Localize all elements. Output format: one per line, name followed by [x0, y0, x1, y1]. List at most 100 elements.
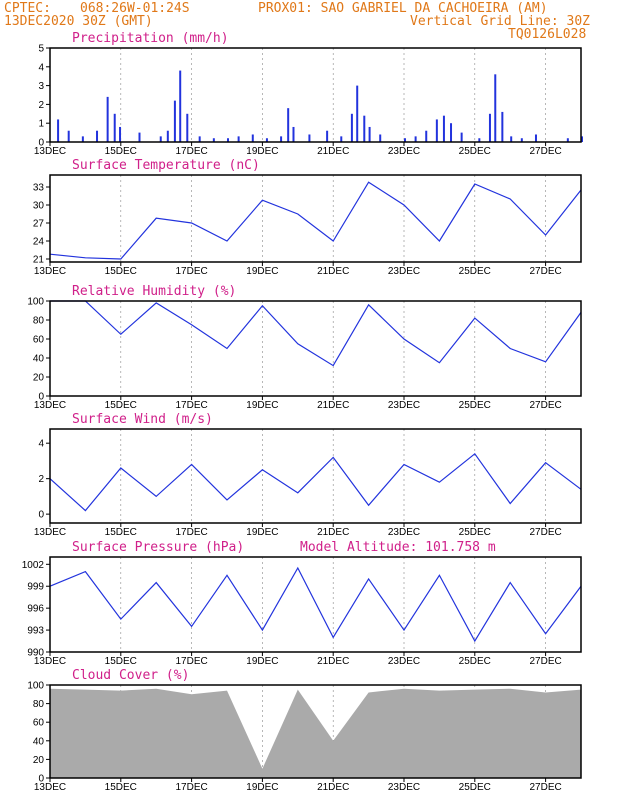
precip-bar	[520, 138, 523, 142]
y-tick-label: 996	[27, 604, 44, 615]
y-tick-label: 40	[33, 736, 45, 747]
precip-bar	[501, 111, 504, 142]
x-tick-label: 21DEC	[317, 400, 349, 411]
precip-bar	[326, 130, 329, 142]
precip-bar	[265, 138, 268, 142]
precip-bar	[81, 136, 84, 142]
precip-bar	[340, 136, 343, 142]
series-line	[49, 181, 582, 260]
y-tick-label: 0	[38, 510, 44, 521]
y-tick-label: 60	[33, 335, 45, 346]
x-tick-label: 27DEC	[529, 146, 561, 157]
panel-title: Cloud Cover (%)	[72, 668, 189, 683]
precip-bar	[368, 126, 371, 142]
precip-bar	[173, 100, 176, 142]
x-tick-label: 13DEC	[34, 400, 66, 411]
panel-frame	[49, 684, 582, 779]
x-tick-label: 27DEC	[529, 527, 561, 538]
y-tick-label: 993	[27, 626, 44, 637]
x-tick-label: 27DEC	[529, 400, 561, 411]
precip-bar	[287, 108, 290, 142]
x-tick-label: 13DEC	[34, 266, 66, 277]
panel-title: Surface Temperature (nC)	[72, 158, 260, 173]
x-tick-label: 21DEC	[317, 527, 349, 538]
panel-title: Relative Humidity (%)	[72, 284, 236, 299]
x-tick-label: 17DEC	[175, 266, 207, 277]
y-tick-label: 20	[33, 373, 45, 384]
precip-bar	[280, 136, 283, 142]
y-tick-label: 33	[33, 183, 45, 194]
x-tick-label: 23DEC	[388, 266, 420, 277]
precip-bar	[212, 138, 215, 142]
y-tick-label: 100	[27, 681, 44, 692]
x-tick-label: 13DEC	[34, 146, 66, 157]
x-tick-label: 27DEC	[529, 266, 561, 277]
precip-bar	[356, 85, 359, 142]
x-tick-label: 19DEC	[246, 782, 278, 793]
precip-bar	[308, 134, 311, 142]
y-tick-label: 5	[38, 44, 44, 55]
x-tick-label: 17DEC	[175, 146, 207, 157]
x-tick-label: 21DEC	[317, 782, 349, 793]
precip-bar	[442, 115, 445, 142]
panel-frame	[49, 556, 582, 653]
series-line	[49, 566, 582, 643]
x-tick-label: 15DEC	[105, 782, 137, 793]
header-date: 13DEC2020 30Z (GMT)	[4, 14, 153, 29]
y-tick-label: 3	[38, 81, 44, 92]
x-tick-label: 19DEC	[246, 400, 278, 411]
y-tick-label: 80	[33, 699, 45, 710]
x-tick-label: 21DEC	[317, 146, 349, 157]
precip-bar	[237, 136, 240, 142]
x-tick-label: 13DEC	[34, 782, 66, 793]
header-location: PROX01: SAO GABRIEL DA CACHOEIRA (AM)	[258, 1, 548, 16]
y-tick-label: 0	[38, 774, 44, 785]
x-tick-label: 15DEC	[105, 146, 137, 157]
panel-frame	[49, 47, 582, 143]
x-tick-label: 19DEC	[246, 146, 278, 157]
precip-bar	[534, 134, 537, 142]
series-line	[49, 452, 582, 512]
precip-bar	[106, 96, 109, 142]
y-tick-label: 4	[38, 62, 44, 73]
y-tick-label: 2	[38, 474, 44, 485]
precip-bar	[566, 138, 569, 142]
precip-bar	[166, 130, 169, 142]
precip-bar	[478, 138, 481, 142]
x-tick-label: 25DEC	[459, 266, 491, 277]
panel-title: Surface Pressure (hPa)	[72, 540, 244, 555]
x-tick-label: 13DEC	[34, 527, 66, 538]
x-tick-label: 17DEC	[175, 527, 207, 538]
precip-bar	[435, 119, 438, 142]
panel-title: Surface Wind (m/s)	[72, 412, 213, 427]
x-tick-label: 17DEC	[175, 656, 207, 667]
precip-bar	[179, 70, 182, 142]
precip-bar	[450, 123, 453, 142]
precip-bar	[460, 132, 463, 142]
x-tick-label: 23DEC	[388, 146, 420, 157]
x-tick-label: 13DEC	[34, 656, 66, 667]
y-tick-label: 1002	[22, 560, 45, 571]
series-line	[50, 300, 582, 367]
x-tick-label: 25DEC	[459, 782, 491, 793]
x-tick-label: 15DEC	[105, 656, 137, 667]
y-tick-label: 20	[33, 755, 45, 766]
precip-bar	[363, 115, 366, 142]
x-tick-label: 23DEC	[388, 527, 420, 538]
panel-title: Precipitation (mm/h)	[72, 31, 229, 46]
precip-bar	[488, 113, 491, 142]
precip-bar	[96, 130, 99, 142]
x-tick-label: 25DEC	[459, 400, 491, 411]
y-tick-label: 4	[38, 439, 44, 450]
y-tick-label: 990	[27, 648, 44, 659]
chart-header: CPTEC: 068:26W-01:24S PROX01: SAO GABRIE…	[0, 0, 618, 48]
x-tick-label: 17DEC	[175, 782, 207, 793]
x-tick-label: 21DEC	[317, 656, 349, 667]
x-tick-label: 15DEC	[105, 400, 137, 411]
x-tick-label: 19DEC	[246, 527, 278, 538]
precip-bar	[67, 130, 70, 142]
x-tick-label: 25DEC	[459, 146, 491, 157]
y-tick-label: 30	[33, 201, 45, 212]
precip-bar	[159, 136, 162, 142]
